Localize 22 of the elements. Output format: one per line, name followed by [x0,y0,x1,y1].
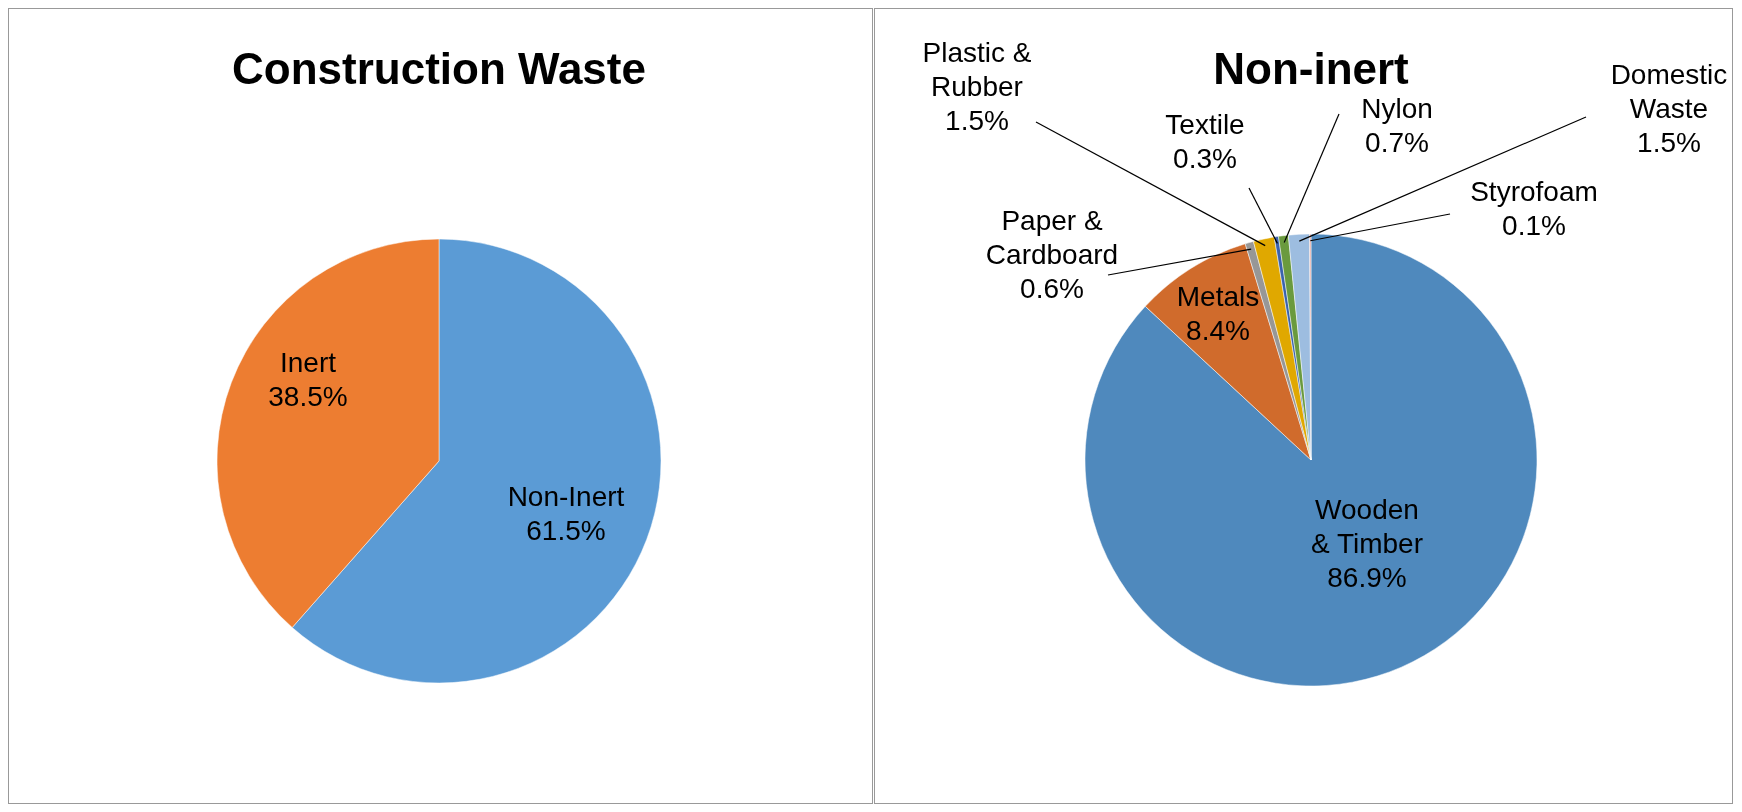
data-label: 8.4% [1186,314,1250,346]
slice-label: Wooden & Timber [1310,493,1424,559]
data-label: 0.3% [1173,142,1237,174]
chart-title: Construction Waste [232,44,646,93]
slice-label: Textile [1165,108,1245,140]
slice-label: Non-Inert [507,480,625,512]
data-label: 1.5% [945,104,1009,136]
slice-label: Metals [1176,280,1260,312]
data-label: 1.5% [1637,126,1701,158]
slice-label: Styrofoam [1470,175,1598,207]
data-label: 86.9% [1327,561,1407,593]
data-label: 0.7% [1365,126,1429,158]
data-label: 0.6% [1020,272,1084,304]
data-label: 38.5% [268,380,348,412]
chart-title: Non-inert [1213,44,1410,93]
slice-label: Paper & Cardboard [985,204,1119,270]
slice-label: Plastic & Rubber [922,36,1032,102]
slice-label: Domestic Waste [1610,58,1728,124]
data-label: 61.5% [526,514,606,546]
slice-label: Inert [279,346,337,378]
data-label: 0.1% [1502,209,1566,241]
slice-label: Nylon [1361,92,1433,124]
